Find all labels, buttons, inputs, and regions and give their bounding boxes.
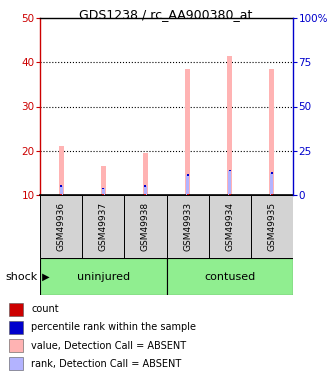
Text: GSM49933: GSM49933	[183, 202, 192, 251]
Bar	[166, 258, 293, 295]
Text: uninjured: uninjured	[77, 272, 130, 282]
Bar	[101, 166, 106, 195]
Bar	[143, 153, 148, 195]
Bar	[229, 194, 231, 195]
Bar	[227, 56, 232, 195]
Text: count: count	[31, 304, 59, 314]
Bar	[60, 194, 62, 195]
Bar	[60, 186, 63, 195]
Bar	[187, 194, 189, 195]
Text: rank, Detection Call = ABSENT: rank, Detection Call = ABSENT	[31, 359, 182, 369]
Text: GDS1238 / rc_AA900380_at: GDS1238 / rc_AA900380_at	[79, 8, 252, 21]
Bar	[9, 303, 23, 316]
Text: shock: shock	[6, 272, 38, 282]
Text: GSM49936: GSM49936	[57, 202, 66, 251]
Bar	[271, 194, 273, 195]
Bar	[60, 186, 62, 187]
Text: GSM49937: GSM49937	[99, 202, 108, 251]
Text: GSM49938: GSM49938	[141, 202, 150, 251]
Bar	[269, 69, 274, 195]
Text: contused: contused	[204, 272, 256, 282]
Bar	[186, 175, 189, 195]
Bar	[144, 186, 147, 187]
Bar	[251, 195, 293, 258]
Bar	[270, 173, 273, 195]
Bar	[124, 195, 166, 258]
Bar	[185, 69, 190, 195]
Bar	[144, 186, 147, 195]
Bar	[144, 194, 147, 195]
Bar	[229, 170, 231, 171]
Bar	[9, 357, 23, 370]
Bar	[82, 195, 124, 258]
Bar	[209, 195, 251, 258]
Text: value, Detection Call = ABSENT: value, Detection Call = ABSENT	[31, 340, 187, 351]
Bar	[187, 174, 189, 176]
Text: GSM49935: GSM49935	[267, 202, 276, 251]
Bar	[40, 258, 166, 295]
Bar	[271, 172, 273, 174]
Text: percentile rank within the sample: percentile rank within the sample	[31, 322, 196, 332]
Bar	[228, 171, 231, 195]
Bar	[9, 321, 23, 334]
Bar	[59, 146, 64, 195]
Bar	[9, 339, 23, 352]
Bar	[102, 188, 105, 195]
Text: GSM49934: GSM49934	[225, 202, 234, 251]
Bar	[166, 195, 209, 258]
Text: ▶: ▶	[39, 272, 50, 282]
Bar	[102, 194, 104, 195]
Bar	[102, 188, 104, 189]
Bar	[40, 195, 82, 258]
